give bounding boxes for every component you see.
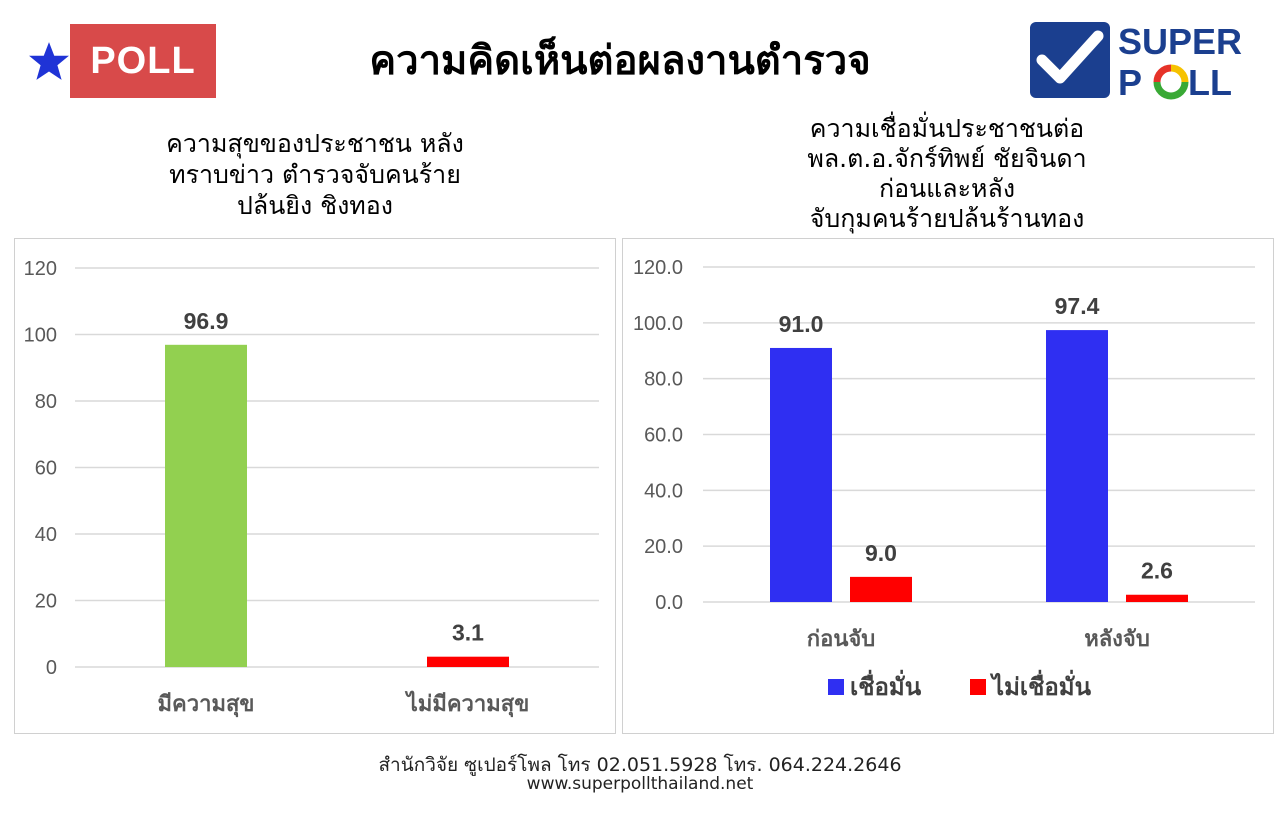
bar (165, 344, 247, 667)
legend-label: เชื่อมั่น (850, 669, 922, 701)
y-tick-label: 100 (24, 325, 57, 347)
chart1-title-line: ความสุขของประชาชน หลัง (166, 129, 464, 158)
chart1-title-line: ทราบข่าว ตำรวจจับคนร้าย (169, 160, 461, 189)
chart2-title-line: ความเชื่อมั่นประชาชนต่อ (809, 114, 1085, 143)
page-title: ความคิดเห็นต่อผลงานตำรวจ (369, 38, 871, 84)
logo-text-ll: LL (1188, 62, 1232, 102)
data-label: 91.0 (779, 311, 824, 337)
chart1-svg: 0 20 40 60 80 100 120 96.9 มีความสุข 3.1 ไม่มีความ… (24, 258, 599, 718)
chart1-panel: 0 20 40 60 80 100 120 96.9 มีความสุข 3.1 ไม่มีความ… (14, 238, 616, 734)
footer-contact: สำนักวิจัย ซูเปอร์โพล โทร 02.051.5928 โท… (378, 754, 902, 776)
chart2-title-line: ก่อนและหลัง (878, 174, 1016, 203)
y-tick-label: 0.0 (655, 592, 683, 614)
y-tick-label: 60 (35, 458, 57, 480)
legend-label: ไม่เชื่อมั่น (989, 669, 1092, 701)
chart2-title: ความเชื่อมั่นประชาชนต่อ พล.ต.อ.จักร์ทิพย… (622, 114, 1272, 234)
footer-website[interactable]: www.superpollthailand.net (526, 774, 754, 794)
y-tick-label: 40.0 (644, 480, 683, 502)
y-tick-label: 100.0 (633, 313, 683, 335)
y-tick-label: 20 (35, 591, 57, 613)
y-tick-label: 80.0 (644, 369, 683, 391)
y-tick-label: 120.0 (633, 257, 683, 279)
legend-swatch (828, 679, 844, 695)
y-tick-label: 20.0 (644, 536, 683, 558)
bar (1126, 594, 1188, 602)
data-label: 9.0 (865, 540, 897, 566)
bar (427, 656, 509, 667)
x-tick-label: หลังจับ (1084, 626, 1150, 651)
y-tick-label: 40 (35, 524, 57, 546)
chart2-title-line: พล.ต.อ.จักร์ทิพย์ ชัยจินดา (807, 144, 1087, 173)
data-label: 3.1 (452, 620, 484, 646)
x-tick-label: ไม่มีความสุข (405, 690, 529, 718)
bar (770, 347, 832, 602)
y-tick-label: 60.0 (644, 425, 683, 447)
data-label: 2.6 (1141, 558, 1173, 584)
bar (850, 576, 912, 602)
legend-swatch (970, 679, 986, 695)
chart2-svg: 0.0 20.0 40.0 60.0 80.0 100.0 120.0 91.0 9.0 ก่อน… (633, 257, 1255, 701)
chart1-title-line: ปล้นยิง ชิงทอง (237, 191, 393, 220)
logo-ring-icon (1153, 64, 1189, 100)
bar (1046, 330, 1108, 602)
logo-text-p: P (1118, 62, 1142, 102)
super-poll-logo: SUPER P LL (1030, 21, 1242, 102)
star-icon (29, 42, 69, 80)
y-tick-label: 80 (35, 391, 57, 413)
chart2-panel: 0.0 20.0 40.0 60.0 80.0 100.0 120.0 91.0 9.0 ก่อน… (622, 238, 1274, 734)
poll-badge: POLL (70, 24, 216, 98)
chart2-title-line: จับกุมคนร้ายปล้นร้านทอง (809, 204, 1085, 233)
x-tick-label: ก่อนจับ (807, 626, 875, 651)
data-label: 97.4 (1055, 293, 1100, 319)
logo-text-super: SUPER (1118, 21, 1242, 62)
data-label: 96.9 (184, 308, 229, 334)
x-tick-label: มีความสุข (158, 691, 255, 718)
y-tick-label: 0 (46, 657, 57, 679)
chart1-title: ความสุขของประชาชน หลัง ทราบข่าว ตำรวจจับ… (14, 128, 616, 221)
y-tick-label: 120 (24, 258, 57, 280)
